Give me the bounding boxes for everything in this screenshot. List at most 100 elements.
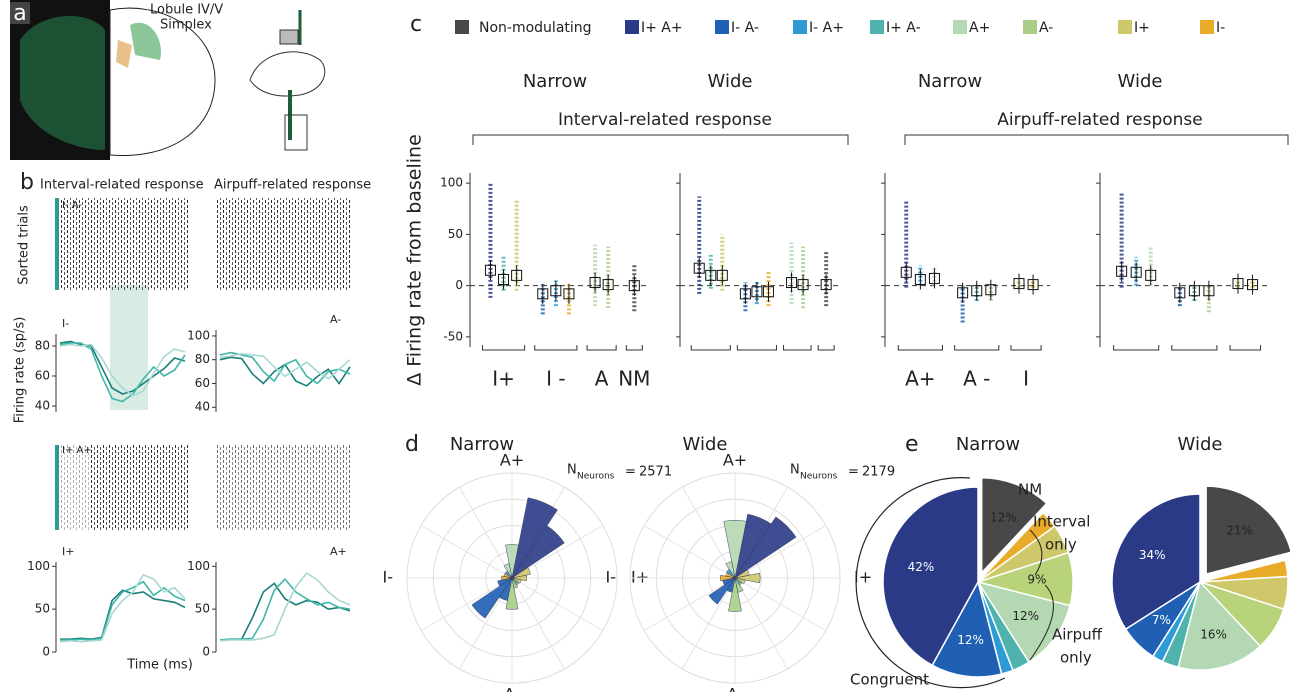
- section-title: Airpuff-related response: [997, 110, 1203, 130]
- annotation: Airpuff: [1052, 626, 1103, 644]
- setup-drawing: [250, 10, 325, 150]
- y-tick-label: 0: [455, 278, 463, 292]
- y-tick-label: 40: [195, 400, 210, 414]
- panel-label: c: [410, 12, 422, 37]
- group-label: A: [595, 367, 609, 391]
- slice-label: 16%: [1200, 627, 1227, 641]
- n-symbol: N: [790, 463, 800, 478]
- group-label: I: [1023, 367, 1029, 391]
- group-bracket: [587, 345, 616, 350]
- polar-spoke: [644, 526, 735, 579]
- y-tick-label: 100: [187, 328, 210, 342]
- axis-label: I+: [631, 568, 649, 587]
- legend-label: A+: [969, 20, 990, 36]
- polar-spoke: [512, 578, 565, 669]
- axis-label: A+: [723, 451, 747, 470]
- legend-swatch: [953, 20, 967, 34]
- legend-swatch: [625, 20, 639, 34]
- group-bracket: [1011, 345, 1041, 350]
- y-axis-label: Sorted trials: [17, 205, 32, 285]
- n-value: 2571: [639, 465, 672, 480]
- group-bracket: [955, 345, 999, 350]
- trace: [220, 583, 350, 640]
- group-bracket: [626, 345, 642, 350]
- group-label: A+: [905, 367, 935, 391]
- y-tick-label: 60: [195, 376, 210, 390]
- slice-label: 34%: [1139, 548, 1166, 562]
- group-bracket: [737, 345, 776, 350]
- section-title: Interval-related response: [558, 110, 772, 130]
- raster: [60, 445, 90, 530]
- annotation: only: [1045, 536, 1077, 554]
- panel-title: Wide: [683, 434, 728, 455]
- axis-label: I-: [606, 568, 617, 587]
- region-label: Simplex: [160, 18, 212, 33]
- trace: [60, 575, 185, 642]
- group-bracket: [535, 345, 577, 350]
- polar-spoke: [421, 526, 512, 579]
- slice-label: 12%: [1012, 609, 1039, 623]
- polar-spoke: [644, 578, 735, 631]
- n-symbol: N: [567, 463, 577, 478]
- y-tick-label: 100: [27, 559, 50, 573]
- y-tick-label: -50: [443, 329, 463, 343]
- legend-swatch: [455, 20, 469, 34]
- y-tick-label: 80: [195, 352, 210, 366]
- legend-swatch: [715, 20, 729, 34]
- legend-label: Non-modulating: [479, 20, 592, 36]
- y-tick-label: 100: [187, 559, 210, 573]
- raster: [215, 445, 350, 530]
- legend-swatch: [870, 20, 884, 34]
- n-value: 2179: [862, 465, 895, 480]
- column-title: Narrow: [918, 71, 982, 92]
- x-axis-label: Time (ms): [126, 658, 193, 673]
- y-tick-label: 50: [448, 227, 463, 241]
- polar-spoke: [512, 578, 603, 631]
- panel-title: Wide: [1178, 434, 1223, 455]
- legend-label: I- A+: [809, 20, 844, 36]
- annotation: Congruent: [850, 671, 929, 689]
- y-axis-label: Δ Firing rate from baseline: [404, 134, 426, 386]
- panel-title: Airpuff-related response: [214, 178, 371, 193]
- y-tick-label: 0: [42, 645, 50, 659]
- group-label: A -: [963, 367, 990, 391]
- group-bracket: [784, 345, 812, 350]
- legend-label: I+ A-: [886, 20, 921, 36]
- group-label: NM: [618, 367, 650, 391]
- n-equals: =: [625, 465, 636, 480]
- trace-tag: I+: [62, 545, 74, 558]
- slice-label: 9%: [1027, 573, 1046, 587]
- region-label: Lobule IV/V: [150, 3, 223, 18]
- legend-swatch: [1200, 20, 1214, 34]
- y-tick-label: 100: [440, 176, 463, 190]
- group-bracket: [1114, 345, 1159, 350]
- panel-label: e: [905, 432, 919, 457]
- raster: [90, 445, 190, 530]
- group-bracket: [1230, 345, 1261, 350]
- axis-label: A+: [500, 451, 524, 470]
- legend-label: I-: [1216, 20, 1225, 36]
- group-bracket: [1172, 345, 1217, 350]
- annotation: only: [1060, 649, 1092, 667]
- polar-spoke: [683, 578, 736, 669]
- slice-label: 12%: [990, 510, 1017, 524]
- legend-swatch: [793, 20, 807, 34]
- legend-label: I- A-: [731, 20, 759, 36]
- trace-tag: A+: [330, 545, 347, 558]
- raster: [215, 198, 350, 290]
- column-title: Wide: [708, 71, 753, 92]
- panel-title: Interval-related response: [40, 178, 204, 193]
- y-axis-label: Firing rate (sp/s): [13, 317, 28, 424]
- raster-tag: I+ A+: [62, 445, 92, 456]
- panel-label: d: [405, 432, 419, 457]
- group-label: I -: [546, 367, 565, 391]
- panel-label: b: [20, 170, 34, 195]
- trial-bar: [55, 198, 59, 290]
- legend-label: A-: [1039, 20, 1053, 36]
- group-bracket: [898, 345, 942, 350]
- y-tick-label: 80: [35, 339, 50, 353]
- axis-label: A-: [727, 685, 743, 693]
- column-title: Narrow: [523, 71, 587, 92]
- trace-tag: I-: [62, 317, 69, 330]
- section-bracket: [473, 135, 1288, 145]
